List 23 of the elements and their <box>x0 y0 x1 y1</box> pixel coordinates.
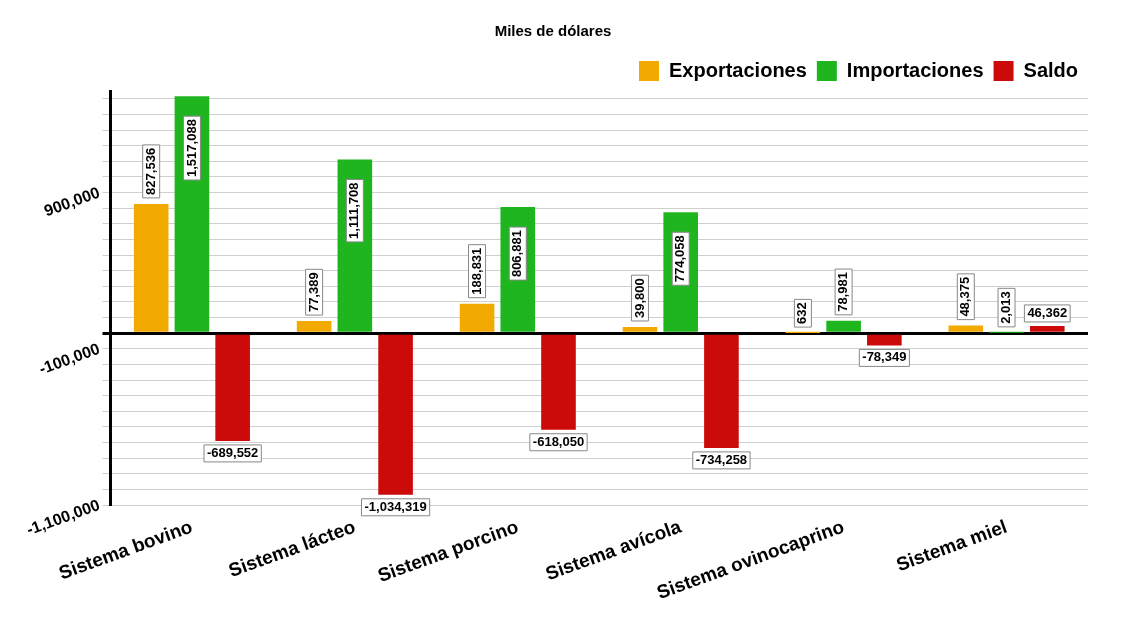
data-label: 46,362 <box>1027 305 1068 321</box>
legend-label: Saldo <box>1023 58 1078 81</box>
data-label: -618,050 <box>532 433 585 449</box>
data-label: -78,349 <box>862 349 907 365</box>
data-label: 1,517,088 <box>183 119 199 177</box>
legend-label: Exportaciones <box>669 58 807 81</box>
data-label: 2,013 <box>998 291 1014 324</box>
data-label: 77,389 <box>305 272 321 313</box>
data-label: 39,800 <box>631 278 647 318</box>
x-tick-label: Sistema lácteo <box>225 515 358 581</box>
legend-label: Importaciones <box>846 58 984 81</box>
data-label: 806,881 <box>509 230 525 278</box>
data-label: 1,111,708 <box>346 182 362 239</box>
data-label: -689,552 <box>206 444 259 460</box>
data-label: -734,258 <box>695 451 748 467</box>
chart-title: Miles de dólares <box>494 22 612 40</box>
data-label: 632 <box>794 302 810 325</box>
data-label: 188,831 <box>468 247 484 295</box>
data-label: 827,536 <box>142 147 158 195</box>
data-label: 774,058 <box>672 235 688 283</box>
data-label: 78,981 <box>835 272 851 312</box>
data-label: 48,375 <box>957 276 973 317</box>
data-label: -1,034,319 <box>364 498 427 514</box>
